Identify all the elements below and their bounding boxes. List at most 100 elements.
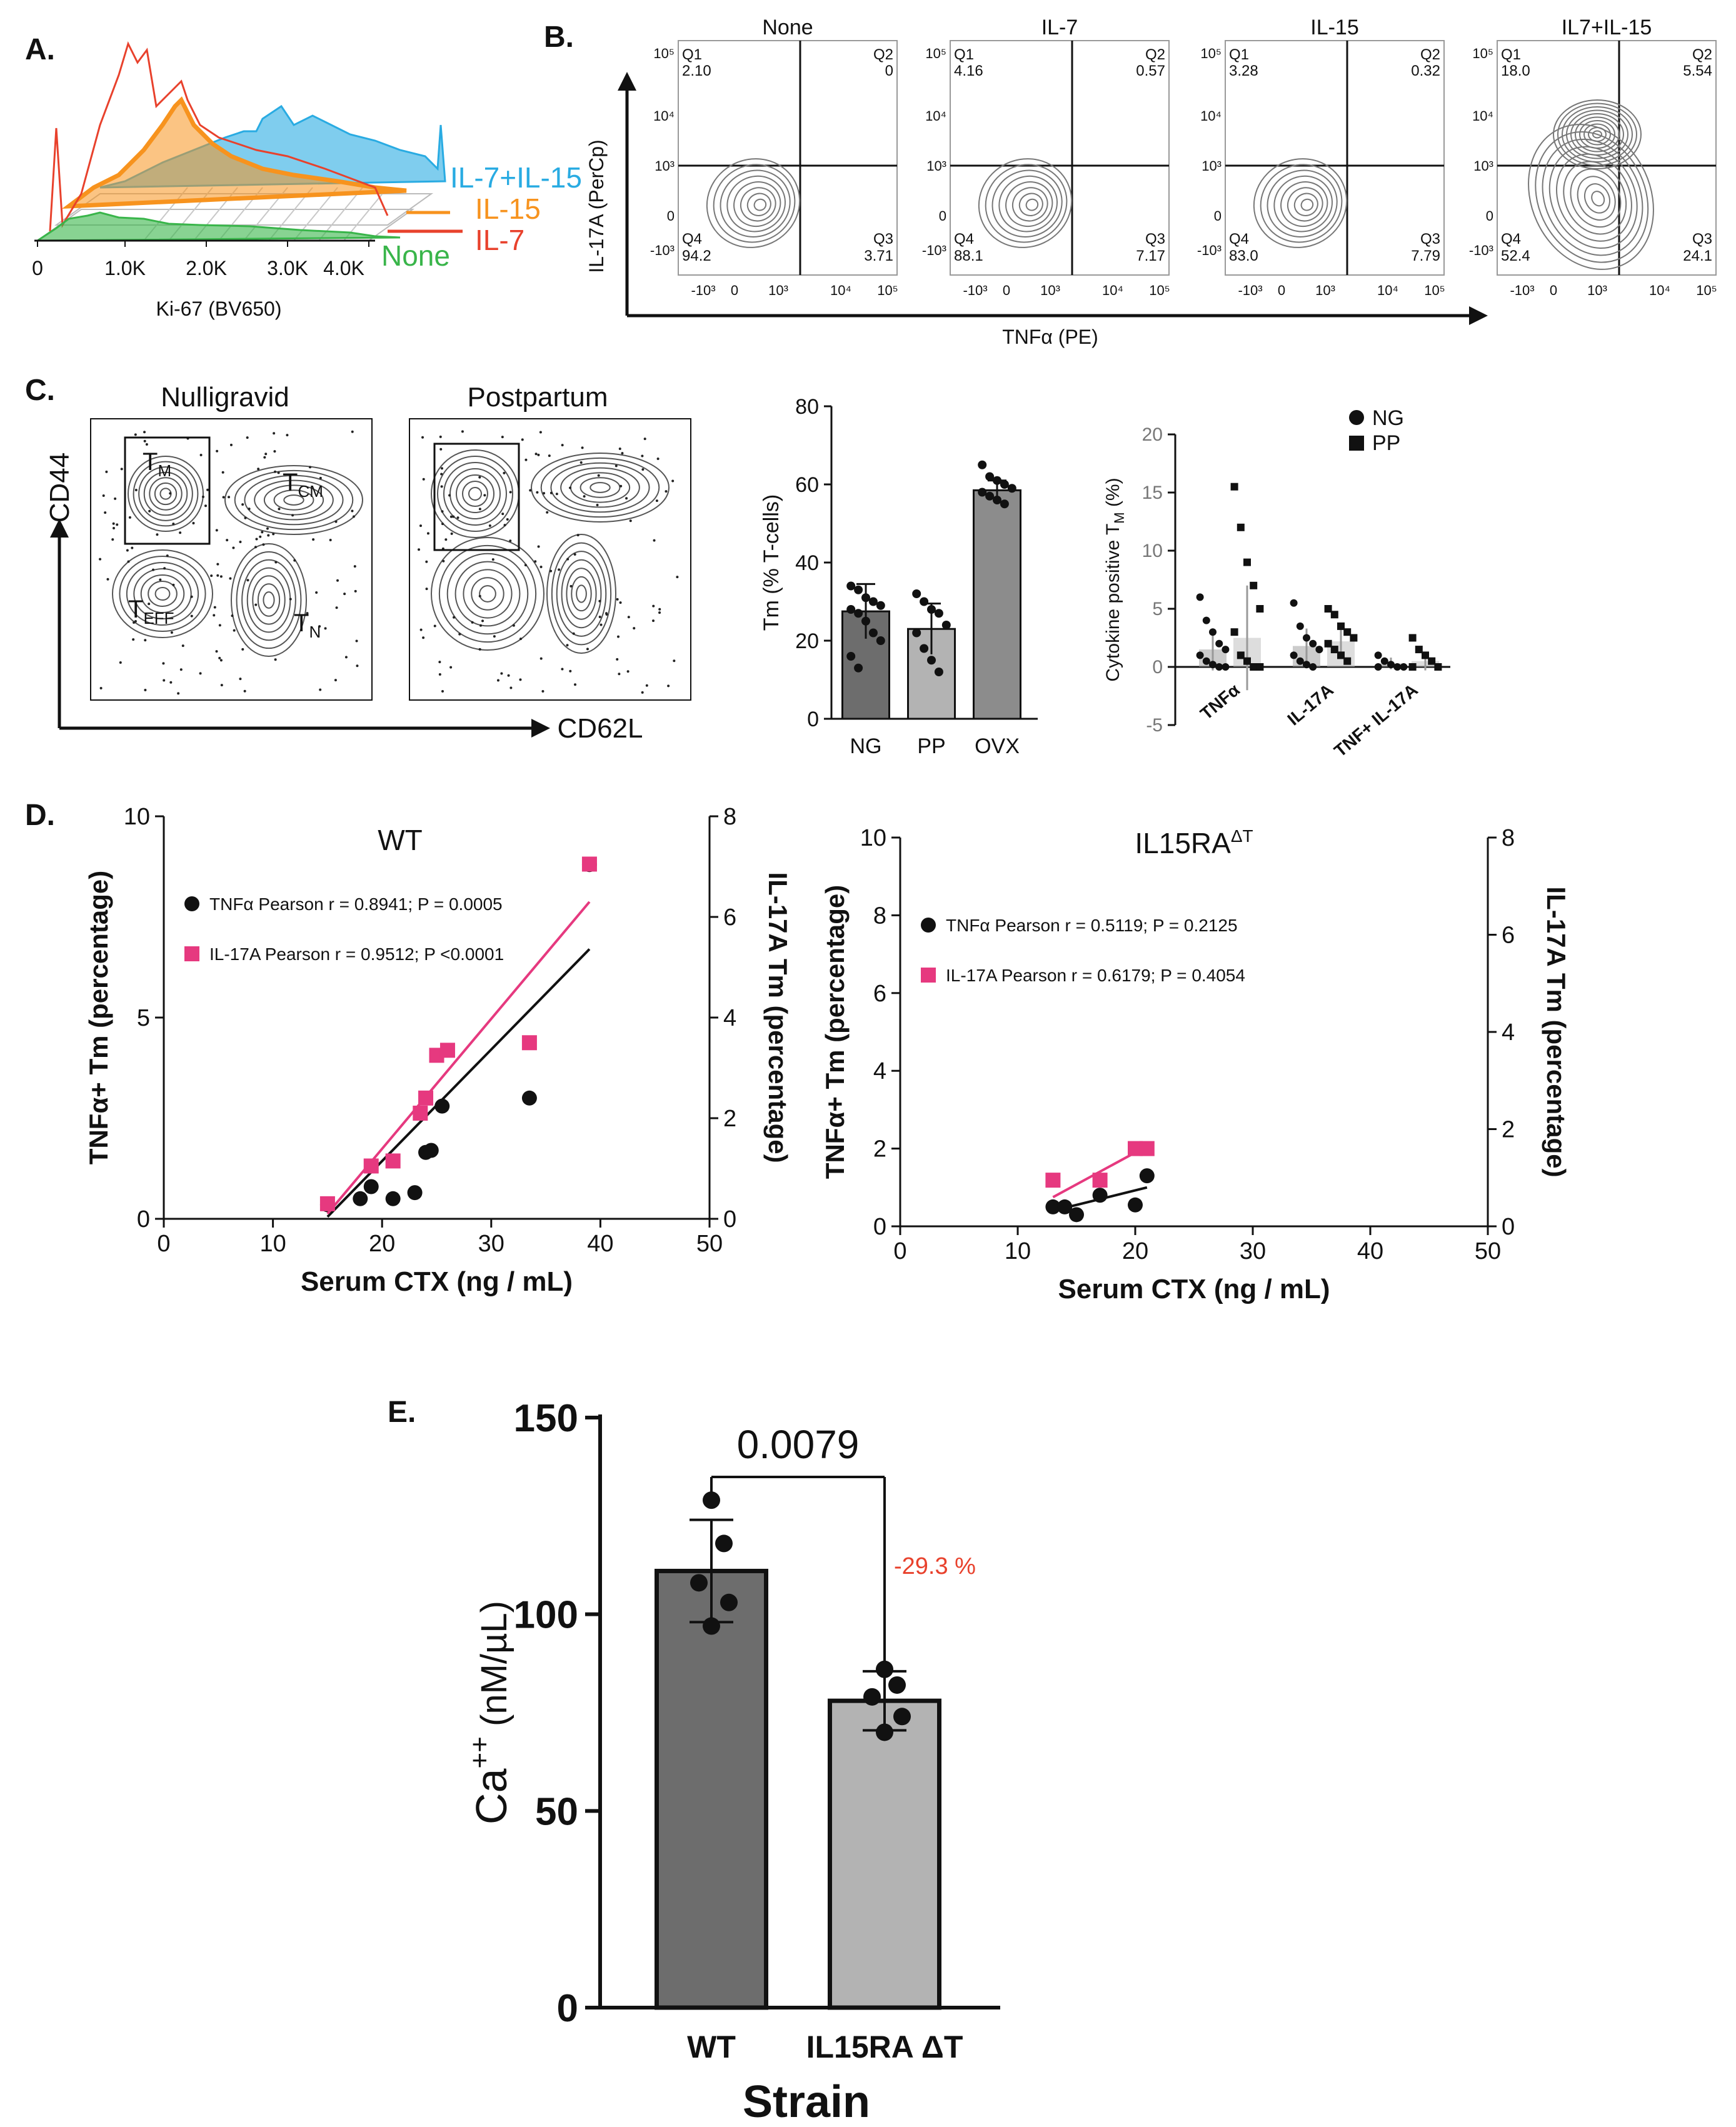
flow-event-dot <box>354 589 357 593</box>
legend-marker <box>921 968 936 983</box>
flow-contour-ring <box>241 559 296 641</box>
flow-contour-ring <box>257 583 281 617</box>
data-point-pp <box>1343 628 1352 636</box>
data-point-pp <box>1230 483 1238 491</box>
flow-contour-ring <box>128 456 204 532</box>
flow-event-dot <box>232 546 235 549</box>
flow-y-tick: 10⁴ <box>925 108 946 124</box>
y-tick-label: 10 <box>1142 541 1163 561</box>
flow-event-dot <box>574 683 577 686</box>
flow-event-dot <box>521 438 524 441</box>
flow-event-dot <box>132 638 135 641</box>
panel-b-y-label: IL-17A (PerCp) <box>585 139 608 273</box>
data-point <box>868 628 878 638</box>
panel-b-x-label: TNFα (PE) <box>1002 326 1098 348</box>
flow-y-tick: 10⁵ <box>925 46 946 61</box>
legend-label: TNFα Pearson r = 0.5119; P = 0.2125 <box>946 916 1238 935</box>
flow-event-dot <box>133 621 136 624</box>
flow-contour-ring <box>143 471 188 516</box>
flow-event-dot <box>319 688 322 691</box>
data-point <box>861 616 870 626</box>
y-tick-label: 10 <box>860 825 886 851</box>
data-point-pp <box>1350 634 1358 642</box>
flow-event-dot <box>278 508 281 511</box>
data-point-ng <box>1202 616 1210 624</box>
panel-c-label: C. <box>25 374 55 407</box>
flow-event-dot <box>277 471 280 474</box>
y-tick-label: 0 <box>873 1214 886 1240</box>
flow-event-dot <box>241 648 244 651</box>
flow-plot-title: IL-15 <box>1310 16 1359 39</box>
p-value: 0.0079 <box>737 1422 860 1467</box>
flow-x-tick: 10⁵ <box>1424 283 1445 298</box>
flow-contour-ring <box>991 169 1063 238</box>
panel-c-x-label: CD62L <box>558 713 643 744</box>
flow-y-tick: -10³ <box>1469 243 1493 258</box>
flow-event-dot <box>226 539 229 542</box>
data-point <box>888 1676 906 1694</box>
flow-y-tick: -10³ <box>1197 243 1222 258</box>
panel-a: A. 0 1.0K <box>25 33 582 320</box>
data-point <box>1007 484 1016 493</box>
quadrant-value-q4: 52.4 <box>1501 248 1530 264</box>
flow-event-dot <box>496 679 499 682</box>
flow-event-dot <box>162 662 165 665</box>
flow-event-dot <box>272 533 275 536</box>
x-tick-label: OVX <box>975 734 1020 758</box>
flow-event-dot <box>621 452 624 455</box>
chart-cytokine-bars: -5 0 5 10 15 20 Cytokine positive TM (%) TNFα IL… <box>1103 406 1450 761</box>
flow-event-dot <box>573 553 576 556</box>
histogram-il15 <box>61 96 407 209</box>
flow-event-dot <box>286 434 289 437</box>
flow-y-tick: 10⁵ <box>1472 46 1493 61</box>
flow-event-dot <box>425 560 428 563</box>
scatter-point <box>1139 1141 1155 1156</box>
data-point <box>876 636 885 645</box>
quadrant-name-q4: Q4 <box>682 231 702 248</box>
flow-contour-ring <box>1293 193 1318 216</box>
flow-x-tick: 0 <box>1278 283 1285 298</box>
flow-event-dot <box>216 563 219 566</box>
flow-event-dot <box>536 491 539 494</box>
flow-event-dot <box>215 529 218 532</box>
flow-event-dot <box>273 450 276 453</box>
flow-title-nulligravid: Nulligravid <box>161 382 289 413</box>
data-point-ng <box>1215 639 1223 648</box>
scatter-point <box>363 1158 379 1174</box>
flow-event-dot <box>537 453 540 456</box>
y-tick-label: 80 <box>795 395 819 419</box>
flow-contour-ring <box>726 175 786 233</box>
x-tick-label: 10 <box>1005 1238 1031 1264</box>
panel-a-tick: 1.0K <box>104 257 146 279</box>
data-point-pp <box>1330 646 1338 654</box>
data-point <box>985 491 995 501</box>
x-tick-label: 0 <box>893 1238 906 1264</box>
flow-event-dot <box>255 538 258 541</box>
flow-event-dot <box>478 648 481 651</box>
data-point <box>846 605 856 614</box>
x-tick-label: IL15RA ΔT <box>806 2029 963 2064</box>
flow-event-dot <box>569 669 572 673</box>
data-point-pp <box>1250 581 1258 589</box>
flow-event-dot <box>572 632 575 635</box>
scatter-point <box>581 856 597 872</box>
chart-e: 0 50 100 150 Ca++ (nM/µL) WT IL15RA ΔT Strain 0.… <box>464 1397 1000 2127</box>
y2-axis-label: IL-17A Tm (percentage) <box>1542 886 1571 1177</box>
flow-event-dot <box>653 539 656 542</box>
x-tick-label: 0 <box>157 1231 170 1257</box>
flow-event-dot <box>343 593 346 596</box>
c-contours <box>99 430 679 695</box>
flow-event-dot <box>192 522 195 525</box>
flow-event-dot <box>633 627 636 630</box>
flow-event-dot <box>244 516 247 519</box>
flow-event-dot <box>421 436 424 439</box>
flow-event-dot <box>177 692 180 695</box>
y2-tick-label: 4 <box>1502 1019 1515 1046</box>
flow-contour-ring <box>1280 181 1328 227</box>
flow-event-dot <box>583 495 586 498</box>
flow-contour-ring <box>263 591 275 609</box>
data-point-pp <box>1230 628 1238 636</box>
data-point-ng <box>1309 663 1317 671</box>
y2-tick-label: 2 <box>723 1106 736 1132</box>
flow-event-dot <box>273 432 276 435</box>
